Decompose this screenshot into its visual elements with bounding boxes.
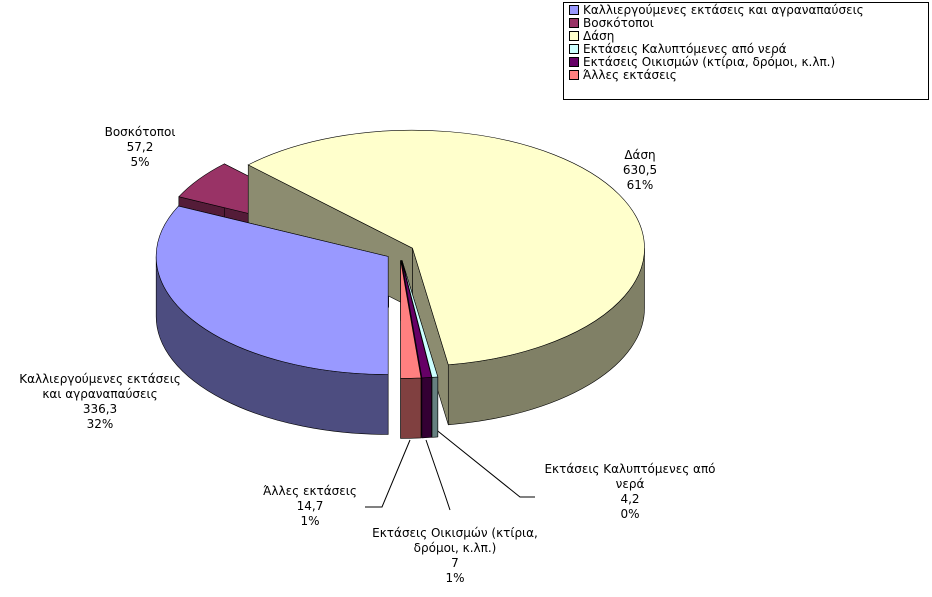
legend-swatch: [569, 18, 579, 28]
slice: [247, 129, 645, 366]
legend-label: Εκτάσεις Καλυπτόμενες από νερά: [583, 42, 787, 56]
category-label: Βοσκότοποι: [104, 125, 176, 139]
percent-label: 61%: [626, 178, 654, 192]
legend-swatch: [569, 44, 579, 54]
legend-swatch: [569, 5, 579, 15]
category-label: Καλλιεργούμενες εκτάσεις και αγραναπαύσε…: [19, 372, 181, 401]
data-label: Εκτάσεις Οικισμών (κτίρια, δρόμοι, κ.λπ.…: [360, 526, 550, 586]
category-label: Άλλες εκτάσεις: [263, 484, 357, 498]
leader-line: [425, 439, 451, 511]
percent-label: 5%: [130, 155, 150, 169]
percent-label: 32%: [86, 417, 114, 431]
category-label: Δάση: [624, 148, 656, 162]
data-label: Δάση 630,5 61%: [580, 148, 700, 193]
data-label: Καλλιεργούμενες εκτάσεις και αγραναπαύσε…: [15, 372, 185, 432]
slice-side: [431, 376, 439, 438]
legend-item: Εκτάσεις Καλυπτόμενες από νερά: [564, 43, 928, 55]
legend-swatch: [569, 57, 579, 67]
percent-label: 1%: [445, 571, 465, 585]
legend-item: Καλλιεργούμενες εκτάσεις και αγραναπαύσε…: [564, 4, 928, 16]
leader-line: [433, 427, 535, 498]
percent-label: 0%: [620, 507, 640, 521]
leader-line: [365, 439, 411, 508]
legend: Καλλιεργούμενες εκτάσεις και αγραναπαύσε…: [563, 2, 929, 100]
slice: [155, 205, 389, 375]
category-label: Εκτάσεις Καλυπτόμενες από νερά: [544, 462, 716, 491]
legend-item: Δάση: [564, 30, 928, 42]
legend-label: Βοσκότοποι: [583, 16, 654, 30]
value-label: 630,5: [622, 163, 658, 177]
legend-label: Δάση: [583, 29, 615, 43]
legend-label: Άλλες εκτάσεις: [583, 68, 677, 82]
data-label: Εκτάσεις Καλυπτόμενες από νερά 4,2 0%: [530, 462, 730, 522]
value-label: 336,3: [82, 402, 118, 416]
percent-label: 1%: [300, 514, 320, 528]
slice-side: [400, 377, 422, 439]
value-label: 7: [451, 556, 459, 570]
legend-label: Εκτάσεις Οικισμών (κτίρια, δρόμοι, κ.λπ.…: [583, 55, 836, 69]
slice-side: [421, 377, 432, 439]
legend-item: Άλλες εκτάσεις: [564, 69, 928, 81]
legend-swatch: [569, 31, 579, 41]
legend-swatch: [569, 70, 579, 80]
value-label: 14,7: [296, 499, 324, 513]
legend-label: Καλλιεργούμενες εκτάσεις και αγραναπαύσε…: [583, 3, 864, 17]
slice: [400, 260, 422, 379]
data-label: Άλλες εκτάσεις 14,7 1%: [245, 484, 375, 529]
legend-item: Βοσκότοποι: [564, 17, 928, 29]
data-label: Βοσκότοποι 57,2 5%: [80, 125, 200, 170]
slice: [401, 260, 439, 378]
value-label: 57,2: [126, 140, 154, 154]
category-label: Εκτάσεις Οικισμών (κτίρια, δρόμοι, κ.λπ.…: [372, 526, 538, 555]
slice: [401, 260, 432, 379]
legend-item: Εκτάσεις Οικισμών (κτίρια, δρόμοι, κ.λπ.…: [564, 56, 928, 68]
value-label: 4,2: [620, 492, 640, 506]
